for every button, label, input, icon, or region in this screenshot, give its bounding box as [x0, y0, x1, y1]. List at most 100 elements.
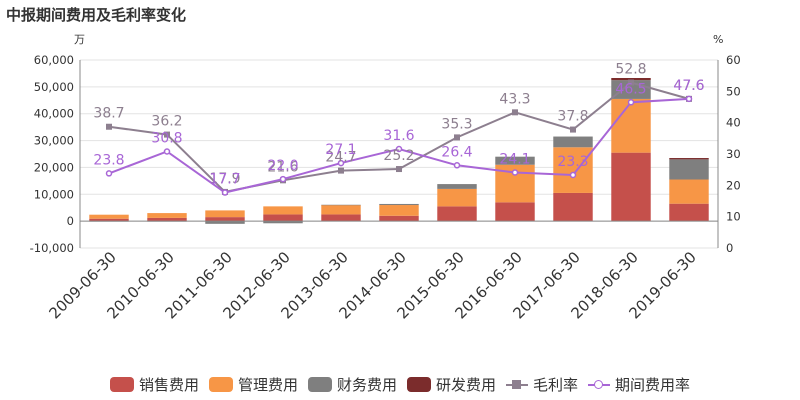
- marker-期间费用率: [627, 99, 635, 106]
- data-label-期间费用率: 23.8: [93, 152, 124, 168]
- data-label-毛利率: 35.3: [441, 116, 472, 132]
- legend-swatch: [407, 376, 431, 392]
- legend-label: 研发费用: [436, 375, 497, 394]
- bar-管理费用: [89, 214, 129, 219]
- bar-销售费用: [669, 203, 709, 222]
- bar-管理费用: [263, 206, 303, 215]
- marker-期间费用率: [453, 162, 461, 169]
- legend-line-symbol: [506, 377, 529, 392]
- bar-销售费用: [437, 206, 477, 222]
- bar-管理费用: [611, 98, 651, 153]
- data-label-期间费用率: 17.7: [209, 172, 240, 188]
- right-axis-unit: %: [713, 33, 723, 46]
- marker-期间费用率: [105, 170, 113, 177]
- data-label-毛利率: 38.7: [93, 106, 124, 122]
- data-label-期间费用率: 22.0: [267, 158, 298, 174]
- data-label-期间费用率: 24.1: [499, 151, 530, 167]
- right-tick-label: 0: [726, 241, 733, 255]
- data-label-毛利率: 47.6: [673, 78, 704, 94]
- right-tick-label: 10: [726, 210, 741, 224]
- data-label-毛利率: 24.7: [325, 150, 356, 166]
- left-tick-label: 0: [67, 214, 74, 228]
- legend-label: 销售费用: [138, 375, 199, 394]
- bar-销售费用: [379, 215, 419, 222]
- marker-期间费用率: [279, 175, 287, 183]
- data-label-期间费用率: 31.6: [383, 128, 414, 144]
- left-tick-label: -10,000: [30, 241, 74, 255]
- legend-item[interactable]: 财务费用: [307, 374, 397, 395]
- bar-销售费用: [553, 192, 593, 222]
- data-labels: 38.7 36.2 17.9 21.6 24.7 25.2 35.3 43.3 37.8 52.8…: [93, 62, 704, 188]
- line-期间费用率: [108, 97, 690, 194]
- bars: [89, 77, 709, 224]
- marker-毛利率: [396, 166, 402, 173]
- legend-item[interactable]: 管理费用: [208, 374, 298, 395]
- right-tick-label: 20: [726, 178, 741, 192]
- legend-label: 管理费用: [237, 375, 298, 394]
- bar-财务费用: [205, 221, 245, 224]
- legend-swatch: [109, 376, 134, 392]
- data-label-期间费用率: 23.3: [557, 154, 588, 170]
- data-label-期间费用率: 27.1: [325, 142, 356, 158]
- right-tick-label: 30: [726, 147, 741, 161]
- marker-毛利率: [164, 131, 170, 138]
- bar-财务费用: [437, 184, 477, 189]
- bar-财务费用: [263, 221, 303, 224]
- data-label-期间费用率: 30.8: [151, 130, 182, 146]
- bar-销售费用: [89, 218, 129, 222]
- legend-label: 毛利率: [533, 375, 579, 394]
- bar-管理费用: [379, 205, 419, 216]
- left-tick-label: 40,000: [34, 107, 74, 121]
- left-tick-label: 50,000: [34, 80, 74, 94]
- data-label-期间费用率: 46.5: [615, 81, 646, 97]
- right-tick-label: 50: [726, 84, 741, 98]
- bar-研发费用: [669, 158, 709, 160]
- marker-毛利率: [570, 126, 576, 133]
- marker-期间费用率: [569, 171, 577, 179]
- left-tick-label: 20,000: [34, 160, 74, 174]
- bar-管理费用: [147, 213, 187, 218]
- legend-item[interactable]: 销售费用: [109, 374, 199, 395]
- marker-期间费用率: [163, 148, 171, 155]
- right-tick-label: 60: [726, 53, 741, 67]
- left-tick-label: 10,000: [34, 187, 74, 201]
- bar-管理费用: [321, 205, 361, 215]
- marker-毛利率: [628, 79, 634, 86]
- bar-销售费用: [321, 214, 361, 222]
- legend-swatch: [307, 376, 332, 392]
- bar-研发费用: [611, 77, 651, 81]
- bar-财务费用: [495, 156, 535, 165]
- bar-销售费用: [263, 214, 303, 222]
- bar-销售费用: [611, 152, 651, 222]
- bar-销售费用: [205, 217, 245, 222]
- chart-svg: -10,000 0 10,000 20,000 30,000 40,000 50,000 60…: [30, 33, 741, 322]
- marker-毛利率: [512, 109, 518, 116]
- bar-管理费用: [205, 210, 245, 218]
- bar-财务费用: [379, 203, 419, 206]
- legend-item[interactable]: 研发费用: [407, 374, 496, 395]
- left-tick-label: 30,000: [34, 134, 74, 148]
- bar-财务费用: [669, 159, 709, 180]
- data-label-毛利率: 25.2: [383, 148, 414, 164]
- data-label-期间费用率: 47.6: [673, 78, 704, 94]
- bar-财务费用: [321, 204, 361, 206]
- data-label-毛利率: 43.3: [499, 91, 530, 107]
- marker-期间费用率: [685, 95, 693, 103]
- bar-管理费用: [553, 147, 593, 193]
- data-label-期间费用率: 26.4: [441, 144, 472, 160]
- bar-财务费用: [553, 136, 593, 148]
- legend: 销售费用 管理费用 财务费用 研发费用 毛利率 期间费用率: [0, 372, 800, 396]
- marker-期间费用率: [221, 189, 229, 196]
- marker-毛利率: [338, 167, 344, 174]
- chart-title: 中报期间费用及毛利率变化: [6, 6, 187, 24]
- marker-期间费用率: [337, 159, 345, 167]
- data-label-毛利率: 17.9: [209, 171, 240, 187]
- legend-item[interactable]: 期间费用率: [588, 374, 690, 395]
- legend-label: 期间费用率: [615, 375, 691, 394]
- data-label-毛利率: 21.6: [267, 159, 298, 175]
- marker-毛利率: [454, 134, 460, 141]
- right-tick-label: 40: [726, 116, 741, 130]
- marker-期间费用率: [511, 169, 519, 176]
- legend-item[interactable]: 毛利率: [506, 374, 578, 395]
- marker-毛利率: [106, 123, 112, 130]
